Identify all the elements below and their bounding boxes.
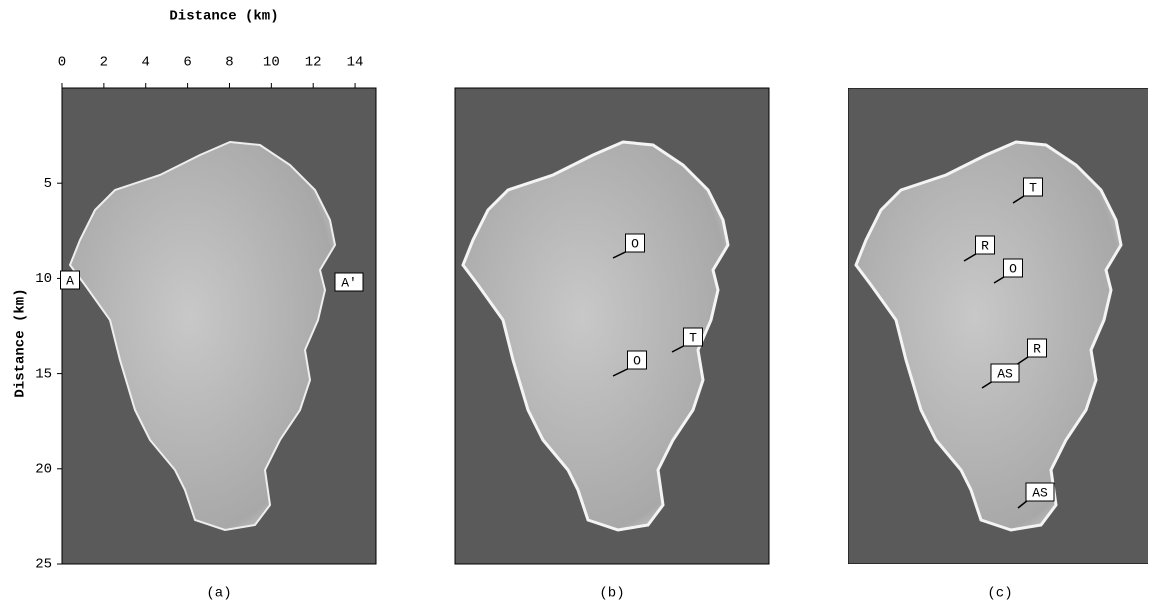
x-tick-label: 8 — [225, 55, 233, 71]
annotation-label: O — [1009, 261, 1017, 276]
annotation-label: AS — [1032, 485, 1048, 500]
annotation-label: R — [1033, 341, 1041, 356]
x-axis-label: Distance (km) — [169, 9, 278, 25]
annotation-label: O — [633, 353, 641, 368]
panel-label: (c) — [987, 586, 1012, 602]
y-tick-label: 5 — [44, 176, 52, 192]
x-tick-label: 2 — [100, 55, 108, 71]
panel-b — [455, 88, 769, 564]
panel-c — [848, 88, 1153, 564]
figure: Distance (km) Distance (km) (a) (b) (c) … — [0, 0, 1153, 607]
y-tick-label: 25 — [35, 557, 52, 573]
annotation: A' — [335, 273, 363, 291]
y-tick-label: 20 — [35, 462, 52, 478]
annotation-label: O — [631, 236, 639, 251]
annotation-label: A — [66, 273, 74, 288]
annotation-label: AS — [997, 366, 1013, 381]
x-tick-label: 10 — [263, 55, 280, 71]
y-tick-label: 10 — [35, 271, 52, 287]
annotation-label: A' — [341, 275, 357, 290]
y-tick-label: 15 — [35, 366, 52, 382]
x-tick-label: 6 — [183, 55, 191, 71]
x-tick-label: 12 — [305, 55, 322, 71]
panel-label: (b) — [599, 586, 624, 602]
annotation-label: R — [981, 238, 989, 253]
annotation-label: T — [689, 330, 697, 345]
x-tick-label: 0 — [58, 55, 66, 71]
x-tick-label: 4 — [142, 55, 150, 71]
panel-a — [62, 88, 376, 564]
annotation: A — [61, 271, 80, 289]
panel-label: (a) — [206, 586, 231, 602]
x-tick-label: 14 — [347, 55, 364, 71]
annotation-label: T — [1029, 180, 1037, 195]
y-axis-label: Distance (km) — [13, 288, 29, 397]
